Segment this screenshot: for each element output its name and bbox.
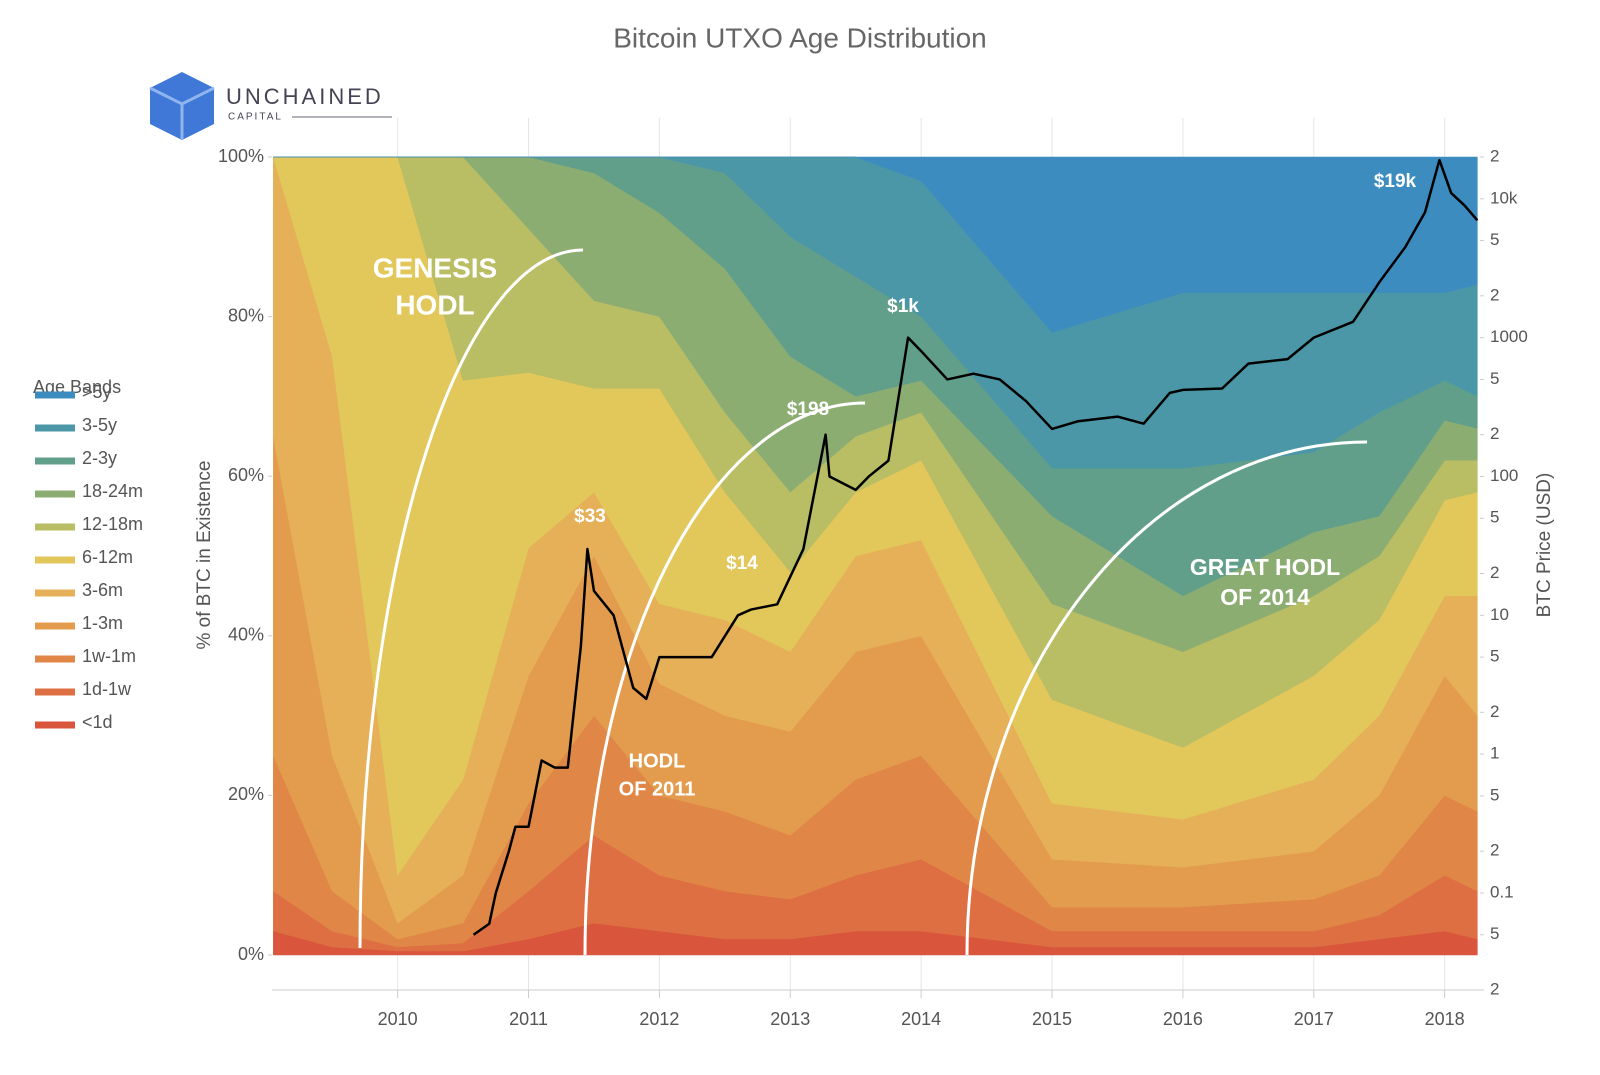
y2-tick-label: 2 xyxy=(1490,702,1499,721)
y2-tick-label: 2 xyxy=(1490,841,1499,860)
y2-tick-label: 5 xyxy=(1490,647,1499,666)
x-tick-label: 2017 xyxy=(1294,1009,1334,1029)
y2-tick-label: 1 xyxy=(1490,744,1499,763)
y-axis-label: % of BTC in Existence xyxy=(194,460,215,649)
y2-tick-label: 100 xyxy=(1490,466,1518,485)
x-tick-label: 2010 xyxy=(378,1009,418,1029)
annotation: OF 2014 xyxy=(1220,584,1310,610)
logo: UNCHAINED CAPITAL xyxy=(149,72,392,140)
legend-label: 1d-1w xyxy=(82,679,132,699)
annotation: GREAT HODL xyxy=(1190,554,1340,580)
y2-tick-label: 0.1 xyxy=(1490,882,1514,901)
price-label: $14 xyxy=(726,553,758,574)
price-label: $198 xyxy=(787,399,829,420)
x-tick-label: 2012 xyxy=(639,1009,679,1029)
y2-tick-label: 2 xyxy=(1490,146,1499,165)
price-label: $1k xyxy=(887,296,919,317)
logo-name: UNCHAINED xyxy=(226,84,384,109)
hodl-arc xyxy=(583,401,866,956)
y2-tick-label: 10 xyxy=(1490,605,1509,624)
y2-tick-label: 5 xyxy=(1490,924,1499,943)
y2-tick-label: 5 xyxy=(1490,230,1499,249)
x-tick-label: 2018 xyxy=(1425,1009,1465,1029)
x-tick-label: 2016 xyxy=(1163,1009,1203,1029)
y2-tick-label: 2 xyxy=(1490,979,1499,998)
chart-title: Bitcoin UTXO Age Distribution xyxy=(613,22,987,53)
area-band xyxy=(273,156,1478,333)
price-line xyxy=(472,158,1479,936)
legend-label: 3-5y xyxy=(82,415,117,435)
x-tick-label: 2015 xyxy=(1032,1009,1072,1029)
y-tick-label: 40% xyxy=(228,625,264,645)
y2-tick-label: 5 xyxy=(1490,369,1499,388)
legend-label: 1w-1m xyxy=(82,646,136,666)
x-tick-label: 2013 xyxy=(770,1009,810,1029)
x-tick-label: 2011 xyxy=(509,1009,548,1029)
legend-label: 3-6m xyxy=(82,580,123,600)
logo-subtitle: CAPITAL xyxy=(228,112,283,123)
y2-tick-label: 5 xyxy=(1490,508,1499,527)
annotation: OF 2011 xyxy=(619,778,696,800)
annotation: HODL xyxy=(395,289,474,320)
x-tick-label: 2014 xyxy=(901,1009,941,1029)
legend-label: 18-24m xyxy=(82,481,143,501)
annotation: HODL xyxy=(629,750,686,772)
annotation: GENESIS xyxy=(373,252,497,283)
y2-tick-label: 2 xyxy=(1490,563,1499,582)
legend-label: >5y xyxy=(82,382,112,402)
hodl-arc xyxy=(358,248,584,949)
y-tick-label: 100% xyxy=(218,146,264,166)
price-label: $33 xyxy=(574,506,606,527)
y2-axis-label: BTC Price (USD) xyxy=(1534,473,1555,618)
y2-tick-label: 1000 xyxy=(1490,327,1528,346)
legend-label: 12-18m xyxy=(82,514,143,534)
hodl-arc xyxy=(965,440,1368,956)
y-tick-label: 60% xyxy=(228,465,264,485)
y2-tick-label: 2 xyxy=(1490,285,1499,304)
legend-label: <1d xyxy=(82,712,113,732)
legend-label: 6-12m xyxy=(82,547,133,567)
y-tick-label: 0% xyxy=(238,944,264,964)
y2-tick-label: 5 xyxy=(1490,785,1499,804)
price-label: $19k xyxy=(1374,171,1417,192)
y2-tick-label: 2 xyxy=(1490,424,1499,443)
y-tick-label: 80% xyxy=(228,305,264,325)
legend-label: 2-3y xyxy=(82,448,117,468)
y-tick-label: 20% xyxy=(228,784,264,804)
logo-cube-edges xyxy=(149,86,215,140)
y2-tick-label: 10k xyxy=(1490,188,1518,207)
legend-label: 1-3m xyxy=(82,613,123,633)
